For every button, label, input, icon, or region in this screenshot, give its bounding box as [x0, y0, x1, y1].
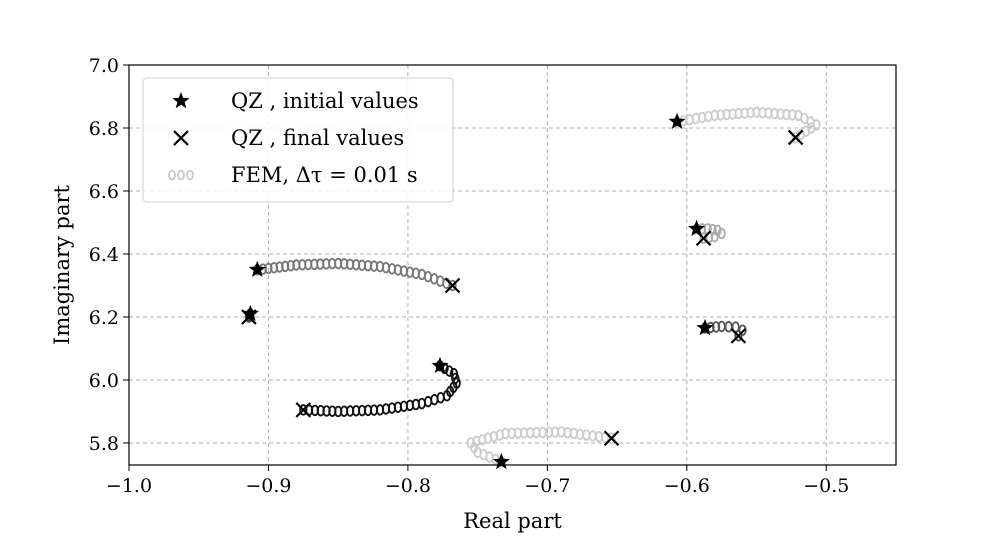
- legend-circle-marker: [168, 169, 176, 181]
- series-mode-1: [668, 106, 821, 146]
- series-mode-3: [696, 318, 747, 344]
- legend-circle-marker: [177, 169, 185, 181]
- legend-label: QZ , initial values: [231, 89, 419, 113]
- fem-point: [430, 393, 439, 406]
- fem-point: [424, 395, 433, 408]
- final-value-x: [787, 129, 804, 146]
- fem-point: [724, 321, 733, 333]
- fem-point: [607, 432, 616, 444]
- fem-point: [445, 365, 454, 377]
- final-value-x: [695, 230, 712, 247]
- y-tick-label: 7.0: [89, 55, 119, 77]
- fem-point: [734, 330, 743, 342]
- legend-x-marker: [173, 130, 189, 146]
- fem-point: [791, 131, 800, 144]
- final-value-x: [603, 430, 620, 447]
- series-mode-7: [466, 426, 620, 470]
- final-value-x: [241, 309, 257, 325]
- initial-value-star: [492, 452, 510, 470]
- series-layer: [241, 106, 821, 470]
- fem-point: [299, 404, 308, 416]
- y-tick-label: 6.0: [89, 370, 119, 392]
- series-mode-2: [688, 219, 726, 247]
- legend: QZ , initial values QZ , final values FEM,…: [142, 77, 454, 203]
- initial-value-star: [241, 304, 259, 322]
- y-tick-label: 6.4: [89, 244, 119, 266]
- initial-value-star: [248, 260, 266, 278]
- ticks: −1.0 −0.9 −0.8 −0.7 −0.6 −0.5 5.8 6.0 6.2 6.4 6.6 6…: [89, 55, 850, 497]
- y-tick-label: 5.8: [89, 433, 119, 455]
- final-value-x: [444, 277, 461, 294]
- series-mode-5: [241, 304, 259, 325]
- series-mode-6: [295, 356, 461, 418]
- legend-label: FEM, Δτ = 0.01 s: [231, 163, 418, 187]
- legend-star-marker: [172, 92, 190, 109]
- fem-point: [738, 324, 747, 336]
- fem-point: [717, 227, 726, 240]
- initial-value-star: [696, 318, 714, 336]
- initial-value-star: [688, 219, 706, 237]
- fem-point: [448, 279, 457, 292]
- x-tick-label: −0.5: [803, 475, 849, 497]
- y-axis-label: Imaginary part: [50, 184, 74, 345]
- x-tick-label: −0.9: [245, 475, 291, 497]
- x-tick-label: −0.7: [524, 475, 570, 497]
- legend-circle-marker: [186, 169, 194, 181]
- legend-box: [142, 77, 454, 203]
- final-value-x: [295, 402, 312, 418]
- x-tick-label: −0.6: [664, 475, 710, 497]
- initial-value-star: [431, 356, 449, 374]
- legend-label: QZ , final values: [231, 126, 404, 150]
- x-tick-label: −1.0: [106, 475, 152, 497]
- y-tick-label: 6.2: [89, 307, 119, 329]
- fem-point: [436, 391, 445, 404]
- x-axis-label: Real part: [463, 509, 562, 533]
- y-tick-label: 6.8: [89, 118, 119, 140]
- final-value-x: [730, 328, 747, 344]
- initial-value-star: [668, 112, 686, 129]
- fem-point: [699, 232, 708, 244]
- series-mode-4: [248, 257, 461, 294]
- plot-frame: [128, 64, 897, 466]
- x-tick-label: −0.8: [385, 475, 431, 497]
- y-tick-label: 6.6: [89, 181, 119, 203]
